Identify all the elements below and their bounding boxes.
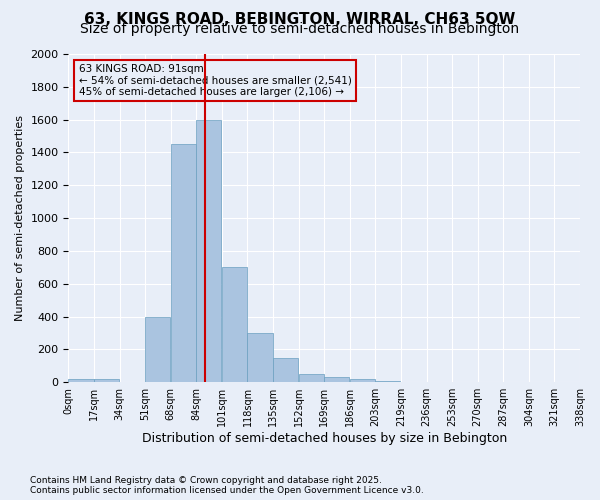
Bar <box>247 333 272 382</box>
Bar <box>94 379 119 382</box>
Bar <box>273 358 298 382</box>
Bar <box>145 316 170 382</box>
X-axis label: Distribution of semi-detached houses by size in Bebington: Distribution of semi-detached houses by … <box>142 432 507 445</box>
Bar <box>222 268 247 382</box>
Bar <box>68 379 94 382</box>
Text: Contains HM Land Registry data © Crown copyright and database right 2025.
Contai: Contains HM Land Registry data © Crown c… <box>30 476 424 495</box>
Bar <box>171 144 196 382</box>
Bar <box>376 380 400 382</box>
Bar <box>299 374 324 382</box>
Text: 63 KINGS ROAD: 91sqm
← 54% of semi-detached houses are smaller (2,541)
45% of se: 63 KINGS ROAD: 91sqm ← 54% of semi-detac… <box>79 64 352 97</box>
Text: 63, KINGS ROAD, BEBINGTON, WIRRAL, CH63 5QW: 63, KINGS ROAD, BEBINGTON, WIRRAL, CH63 … <box>85 12 515 28</box>
Text: Size of property relative to semi-detached houses in Bebington: Size of property relative to semi-detach… <box>80 22 520 36</box>
Bar <box>324 378 349 382</box>
Y-axis label: Number of semi-detached properties: Number of semi-detached properties <box>15 115 25 321</box>
Bar <box>196 120 221 382</box>
Bar <box>350 379 375 382</box>
